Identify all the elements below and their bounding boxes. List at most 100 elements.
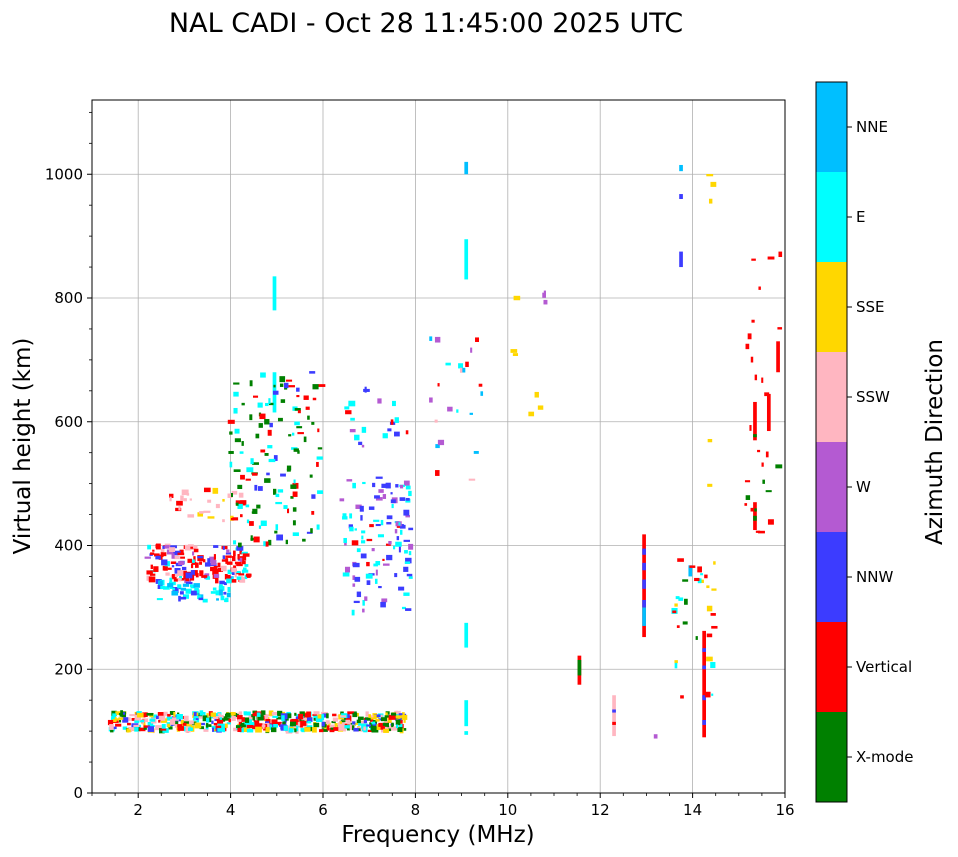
echo-point [369,524,374,528]
echo-point [388,714,396,720]
colorbar-tick-label: SSW [856,388,890,406]
echo-point [219,717,223,721]
echo-point [224,717,230,721]
echo-point [199,710,204,716]
echo-point [321,721,325,727]
echo-point [203,487,211,493]
echo-point [160,552,164,558]
echo-point [378,489,384,493]
y-tick-label: 600 [54,413,83,431]
echo-point [292,491,298,497]
echo-point [307,720,312,724]
echo-point [256,712,261,717]
echo-point [185,726,190,732]
echo-point [330,727,334,730]
echo-point [351,725,355,731]
echo-point [290,721,297,727]
echo-point [173,578,178,582]
echo-point [677,558,684,562]
echo-point [297,432,304,435]
echo-point [235,570,241,574]
echo-point [239,451,244,454]
echo-point [241,569,249,573]
echo-point [365,711,369,717]
echo-point [260,710,266,715]
echo-point [469,412,473,415]
echo-point [179,575,182,580]
echo-point [195,562,199,568]
x-tick-label: 4 [226,801,236,819]
echo-point [218,714,224,719]
echo-point [155,555,161,560]
echo-point [212,716,219,720]
echo-point [252,713,258,717]
echo-point [228,450,234,454]
echo-point [299,711,305,717]
echo-point [255,726,262,733]
echo-point [316,524,320,530]
echo-point [706,173,714,177]
echo-point [707,483,713,487]
echo-point [391,503,394,509]
echo-point [207,499,212,503]
echo-point [697,578,702,584]
echo-point [456,409,459,413]
echo-point [465,361,469,368]
echo-point [325,720,330,725]
echo-point [176,500,183,506]
echo-point [318,729,324,733]
echo-point [277,710,283,717]
echo-point [405,608,412,611]
echo-point [246,728,254,733]
echo-point [377,398,382,404]
echo-point [212,727,215,732]
echo-point [377,534,384,538]
echo-point [188,727,193,731]
echo-point [264,478,271,483]
echo-point [468,478,476,481]
echo-point [162,545,165,549]
echo-point [221,565,227,572]
echo-point [704,574,708,579]
echo-point [404,561,411,564]
echo-point [158,719,161,723]
echo-point [679,251,683,268]
echo-point [252,472,258,476]
echo-point [120,710,124,716]
echo-point [336,727,344,731]
echo-point [340,711,344,715]
echo-point [213,545,219,548]
echo-point [405,497,410,501]
echo-point [290,484,297,489]
echo-point [357,721,362,726]
echo-point [239,557,243,562]
echo-point [380,601,386,608]
echo-point [111,710,117,716]
echo-point [110,729,114,733]
echo-point [155,725,162,731]
echo-point [398,723,403,730]
echo-point [365,573,373,579]
echo-point [394,417,399,423]
echo-point [264,453,269,456]
colorbar-tick-label: Vertical [856,658,912,676]
echo-point [382,563,390,566]
echo-point [196,717,200,723]
echo-point [388,728,392,731]
echo-point [642,607,646,626]
echo-point [366,580,371,585]
echo-point [274,530,278,534]
echo-point [173,711,176,718]
echo-point [747,333,752,340]
echo-point [240,724,246,728]
echo-point [329,727,335,733]
echo-point [231,711,234,718]
echo-point [180,495,184,501]
echo-point [307,415,310,420]
echo-point [213,573,220,578]
echo-point [219,716,226,722]
echo-point [227,569,233,575]
echo-point [231,579,237,583]
echo-point [183,498,187,502]
echo-point [291,432,295,436]
